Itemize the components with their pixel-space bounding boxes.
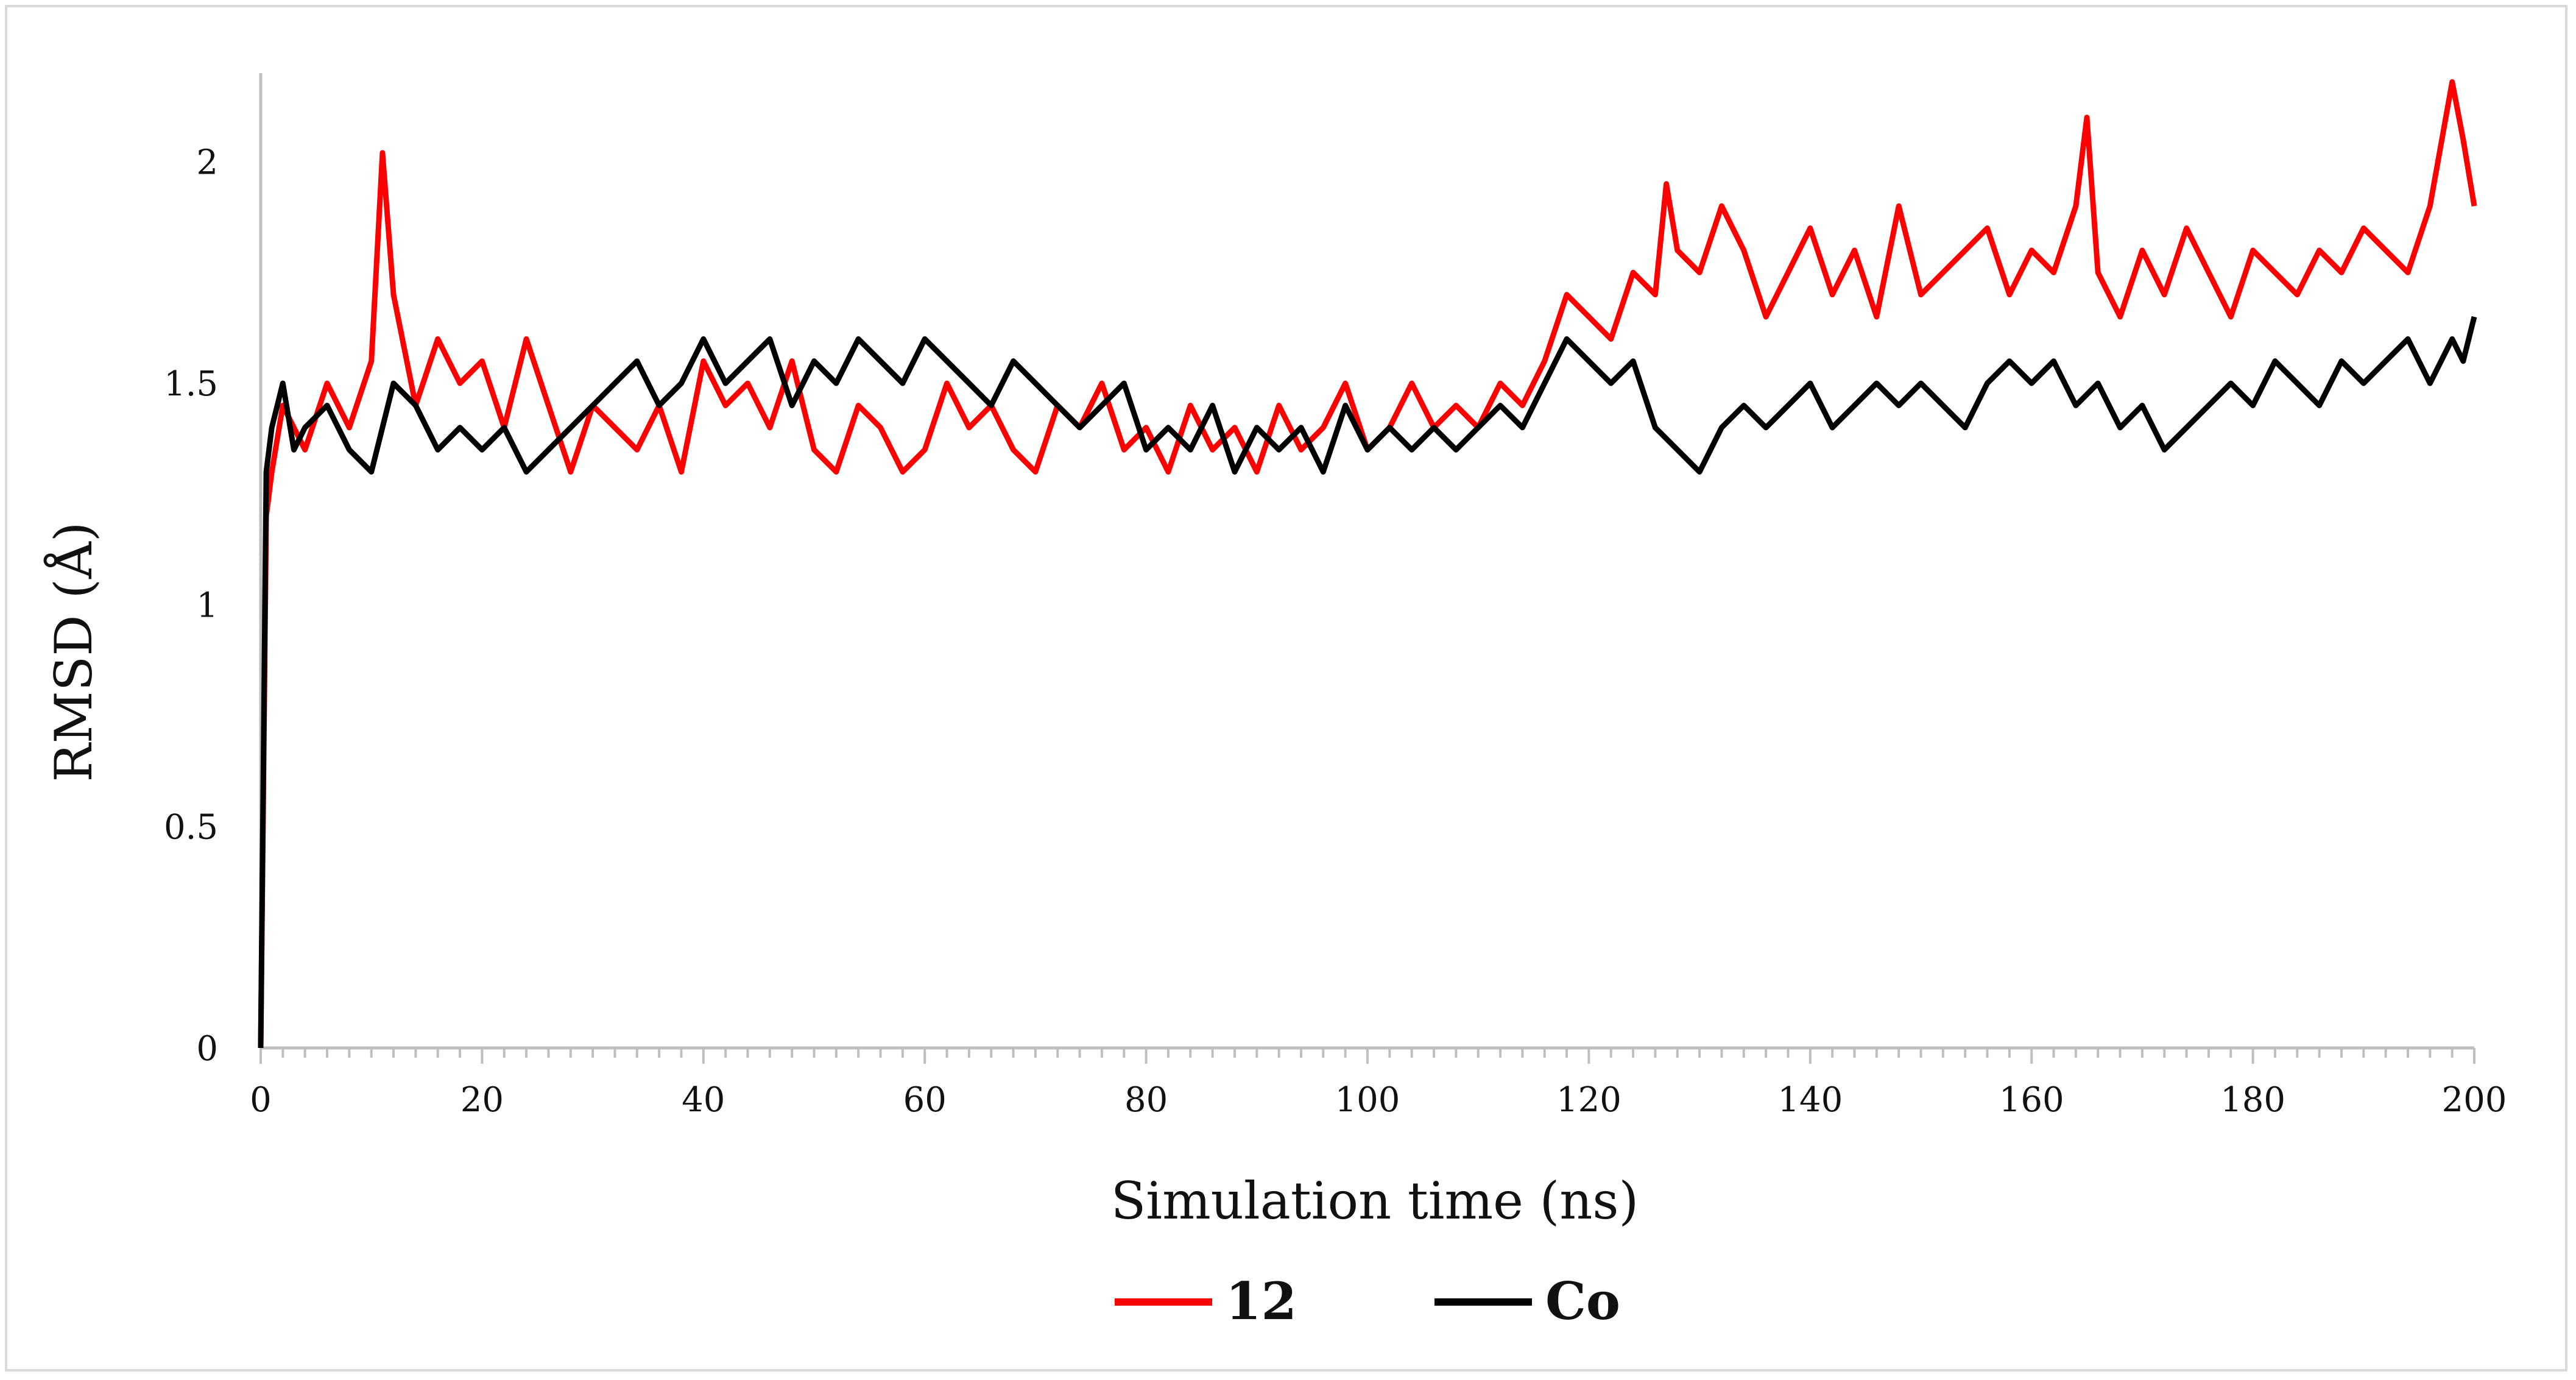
x-tick-label: 140 bbox=[1777, 1080, 1843, 1120]
y-tick-label: 0.5 bbox=[164, 807, 218, 847]
series-layer bbox=[258, 79, 2477, 1049]
legend-label-12: 12 bbox=[1226, 1271, 1297, 1331]
y-tick-label: 0 bbox=[196, 1029, 218, 1069]
y-tick-label: 1 bbox=[196, 586, 218, 626]
x-axis-title: Simulation time (ns) bbox=[1111, 1171, 1639, 1231]
x-tick-label: 120 bbox=[1556, 1080, 1621, 1120]
series-line-co bbox=[258, 316, 2477, 1049]
x-tick-label: 0 bbox=[250, 1080, 272, 1120]
axes bbox=[259, 73, 2475, 1064]
x-tick-label: 180 bbox=[2220, 1080, 2285, 1120]
x-tick-label: 100 bbox=[1335, 1080, 1400, 1120]
chart-frame bbox=[5, 5, 2567, 1371]
series-line-12 bbox=[258, 79, 2477, 1049]
legend-label-co: Co bbox=[1545, 1271, 1620, 1331]
x-tick-label: 80 bbox=[1124, 1080, 1168, 1120]
x-tick-label: 160 bbox=[1999, 1080, 2064, 1120]
x-tick-label: 200 bbox=[2442, 1080, 2507, 1120]
legend: 12 Co bbox=[1115, 1271, 1620, 1331]
x-tick-label: 40 bbox=[682, 1080, 725, 1120]
y-tick-label: 1.5 bbox=[164, 364, 218, 404]
x-tick-label: 20 bbox=[461, 1080, 504, 1120]
x-tick-label: 60 bbox=[903, 1080, 947, 1120]
y-axis-title: RMSD (Å) bbox=[43, 522, 104, 782]
y-tick-label: 2 bbox=[196, 143, 218, 182]
tick-labels: 0 20 40 60 80 100 120 140 160 180 200 0 0.5 1 1.5 2 bbox=[164, 143, 2507, 1120]
